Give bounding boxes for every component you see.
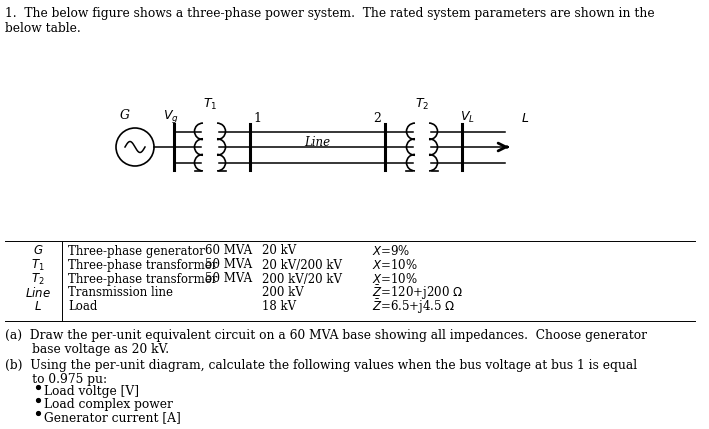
Text: $T_2$: $T_2$ — [415, 97, 429, 112]
Text: $X$=10%: $X$=10% — [372, 272, 418, 286]
Text: Three-phase generator: Three-phase generator — [68, 245, 205, 257]
Text: 1.  The below figure shows a three-phase power system.  The rated system paramet: 1. The below figure shows a three-phase … — [5, 7, 654, 20]
Text: G: G — [120, 109, 130, 122]
Text: $L$: $L$ — [34, 300, 42, 314]
Text: Load complex power: Load complex power — [44, 398, 173, 411]
Text: Three-phase transformer: Three-phase transformer — [68, 259, 218, 272]
Text: Load voltge [V]: Load voltge [V] — [44, 385, 139, 398]
Text: 50 MVA: 50 MVA — [205, 272, 252, 286]
Text: Line: Line — [304, 136, 330, 148]
Text: $V_g$: $V_g$ — [163, 108, 179, 125]
Text: below table.: below table. — [5, 22, 81, 35]
Text: 200 kV: 200 kV — [262, 287, 303, 299]
Text: Three-phase transformer: Three-phase transformer — [68, 272, 218, 286]
Text: $X$=9%: $X$=9% — [372, 244, 411, 258]
Text: 2: 2 — [373, 112, 381, 125]
Text: 1: 1 — [253, 112, 261, 125]
Text: $V_L$: $V_L$ — [459, 110, 474, 125]
Text: to 0.975 pu:: to 0.975 pu: — [5, 373, 107, 386]
Text: $L$: $L$ — [521, 112, 529, 125]
Text: $T_1$: $T_1$ — [203, 97, 217, 112]
Text: Generator current [A]: Generator current [A] — [44, 411, 181, 424]
Text: $\bar{Z}$=6.5+j4.5 $\Omega$: $\bar{Z}$=6.5+j4.5 $\Omega$ — [372, 298, 455, 316]
Text: $T_2$: $T_2$ — [31, 272, 45, 287]
Text: 200 kV/20 kV: 200 kV/20 kV — [262, 272, 342, 286]
Text: $G$: $G$ — [33, 245, 43, 257]
Text: Transmission line: Transmission line — [68, 287, 173, 299]
Text: base voltage as 20 kV.: base voltage as 20 kV. — [5, 343, 169, 356]
Text: Load: Load — [68, 300, 97, 314]
Text: $\mathit{Line}$: $\mathit{Line}$ — [25, 286, 51, 300]
Text: 20 kV: 20 kV — [262, 245, 296, 257]
Text: (b)  Using the per-unit diagram, calculate the following values when the bus vol: (b) Using the per-unit diagram, calculat… — [5, 359, 637, 372]
Text: $X$=10%: $X$=10% — [372, 258, 418, 272]
Text: 50 MVA: 50 MVA — [205, 259, 252, 272]
Text: $\bar{Z}$=120+j200 $\Omega$: $\bar{Z}$=120+j200 $\Omega$ — [372, 284, 463, 302]
Text: (a)  Draw the per-unit equivalent circuit on a 60 MVA base showing all impedance: (a) Draw the per-unit equivalent circuit… — [5, 329, 647, 342]
Text: 60 MVA: 60 MVA — [205, 245, 252, 257]
Text: $T_1$: $T_1$ — [31, 257, 45, 272]
Text: 20 kV/200 kV: 20 kV/200 kV — [262, 259, 342, 272]
Text: 18 kV: 18 kV — [262, 300, 296, 314]
